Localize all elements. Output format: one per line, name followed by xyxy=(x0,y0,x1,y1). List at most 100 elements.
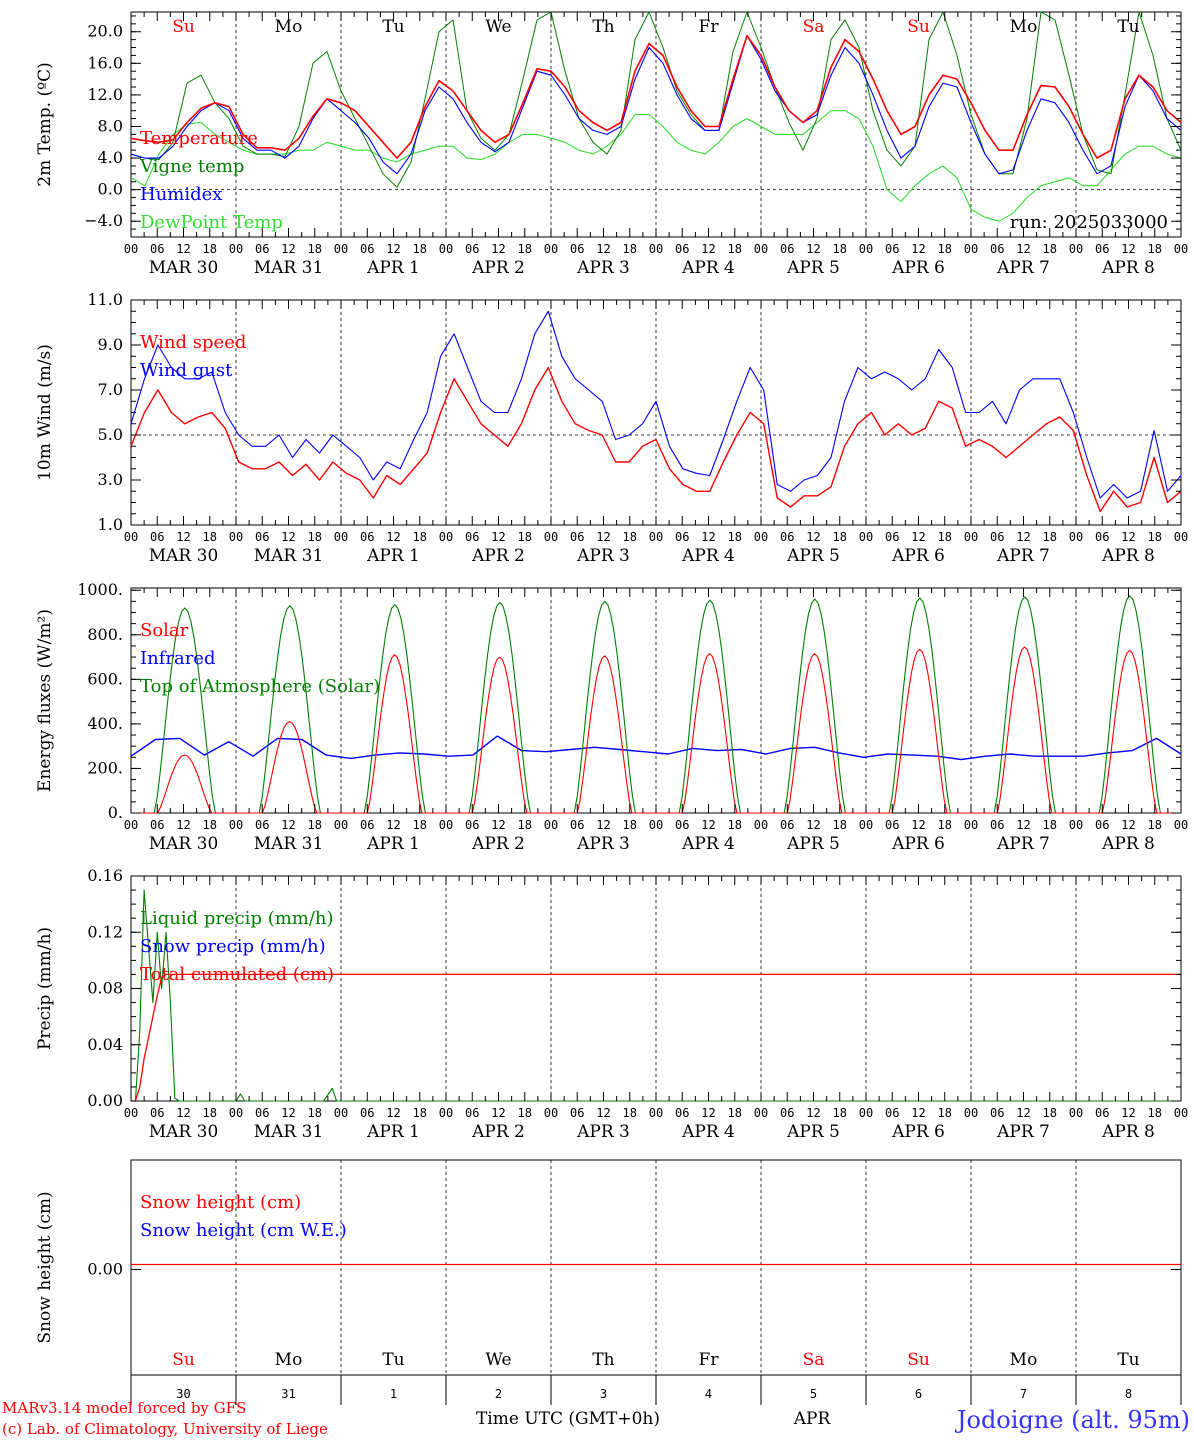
weekday-label: Mo xyxy=(275,17,303,37)
day-number: 8 xyxy=(1125,1387,1132,1401)
hour-label: 12 xyxy=(701,242,715,256)
hour-label: 00 xyxy=(754,1106,768,1120)
solar-line xyxy=(131,646,1181,814)
hour-label: 00 xyxy=(964,1106,978,1120)
day-number: 3 xyxy=(600,1387,607,1401)
date-label: APR 5 xyxy=(786,258,840,278)
date-label: APR 4 xyxy=(681,1122,735,1142)
hour-label: 12 xyxy=(281,1106,295,1120)
date-label: APR 4 xyxy=(681,834,735,854)
date-label: APR 6 xyxy=(891,258,945,278)
y-axis-label: 2m Temp. (ºC) xyxy=(35,62,55,187)
hour-label: 06 xyxy=(780,530,794,544)
hour-label: 18 xyxy=(518,530,532,544)
legend-entry: Wind gust xyxy=(140,360,233,381)
weekday-label: Su xyxy=(172,1350,195,1370)
hour-label: 00 xyxy=(1174,818,1188,832)
hour-label: 12 xyxy=(491,818,505,832)
hour-label: 06 xyxy=(360,818,374,832)
date-label: MAR 30 xyxy=(149,258,219,278)
hour-label: 00 xyxy=(1174,530,1188,544)
hour-label: 12 xyxy=(1016,530,1030,544)
hour-label: 18 xyxy=(1043,818,1057,832)
date-label: APR 1 xyxy=(366,834,420,854)
hour-label: 00 xyxy=(1174,242,1188,256)
y-tick-label: 4.0 xyxy=(98,148,123,167)
y-axis-label: Energy fluxes (W/m²) xyxy=(35,609,55,792)
date-label: APR 5 xyxy=(786,1122,840,1142)
date-label: APR 2 xyxy=(471,258,525,278)
date-label: APR 8 xyxy=(1101,1122,1155,1142)
hour-label: 12 xyxy=(911,1106,925,1120)
hour-label: 06 xyxy=(675,242,689,256)
hour-label: 06 xyxy=(1095,1106,1109,1120)
tick-marks xyxy=(130,12,1182,1405)
date-label: APR 6 xyxy=(891,834,945,854)
dewpoint-line xyxy=(130,110,1182,222)
hour-label: 12 xyxy=(386,242,400,256)
date-label: APR 5 xyxy=(786,834,840,854)
day-number: 5 xyxy=(810,1387,817,1401)
hour-label: 00 xyxy=(334,818,348,832)
hour-label: 06 xyxy=(885,242,899,256)
hour-label: 12 xyxy=(596,818,610,832)
hour-label: 06 xyxy=(990,1106,1004,1120)
hour-label: 06 xyxy=(360,530,374,544)
hour-label: 00 xyxy=(124,1106,138,1120)
hour-label: 18 xyxy=(518,818,532,832)
hour-label: 18 xyxy=(203,1106,217,1120)
y-tick-label: 11.0 xyxy=(87,290,123,309)
hour-label: 06 xyxy=(570,818,584,832)
y-tick-label: 7.0 xyxy=(98,380,123,399)
wind-gust-line xyxy=(130,310,1182,499)
hour-label: 12 xyxy=(176,242,190,256)
legend-entry: Wind speed xyxy=(140,332,246,353)
y-tick-label: 5.0 xyxy=(98,425,123,444)
hour-label: 18 xyxy=(833,1106,847,1120)
hour-label: 06 xyxy=(990,242,1004,256)
hour-label: 00 xyxy=(229,818,243,832)
date-label: MAR 30 xyxy=(149,1122,219,1142)
hour-label: 06 xyxy=(150,530,164,544)
hour-label: 06 xyxy=(780,1106,794,1120)
y-tick-label: 8.0 xyxy=(98,116,123,135)
legend-entry: Infrared xyxy=(140,648,215,669)
hour-label: 06 xyxy=(255,1106,269,1120)
date-label: MAR 31 xyxy=(254,258,324,278)
hour-label: 12 xyxy=(491,530,505,544)
hour-label: 06 xyxy=(360,1106,374,1120)
hour-label: 06 xyxy=(675,1106,689,1120)
hour-label: 12 xyxy=(281,242,295,256)
hour-label: 12 xyxy=(386,1106,400,1120)
date-label: APR 8 xyxy=(1101,546,1155,566)
date-label: APR 3 xyxy=(576,1122,630,1142)
legend-entry: Top of Atmosphere (Solar) xyxy=(140,676,380,697)
date-label: APR 7 xyxy=(996,1122,1050,1142)
hour-label: 00 xyxy=(124,818,138,832)
hour-label: 06 xyxy=(780,242,794,256)
date-label: APR 8 xyxy=(1101,258,1155,278)
date-label: APR 7 xyxy=(996,834,1050,854)
weekday-label: Mo xyxy=(275,1350,303,1370)
hour-label: 06 xyxy=(570,1106,584,1120)
y-tick-label: 0.0 xyxy=(98,180,123,199)
y-tick-label: 16.0 xyxy=(87,53,123,72)
hour-label: 12 xyxy=(281,818,295,832)
hour-label: 00 xyxy=(334,530,348,544)
footer-time-axis: Time UTC (GMT+0h) xyxy=(476,1409,660,1429)
weekday-label: Fr xyxy=(699,17,720,37)
hour-label: 00 xyxy=(964,242,978,256)
date-label: APR 6 xyxy=(891,1122,945,1142)
day-number: 1 xyxy=(390,1387,397,1401)
hour-label: 06 xyxy=(990,530,1004,544)
weekday-label: We xyxy=(485,1350,511,1370)
hour-label: 12 xyxy=(596,1106,610,1120)
hour-label: 06 xyxy=(255,818,269,832)
panel-frame xyxy=(130,587,1182,814)
hour-label: 18 xyxy=(518,242,532,256)
weekday-label: Mo xyxy=(1010,1350,1038,1370)
legend-entry: Snow height (cm) xyxy=(140,1192,301,1213)
hour-label: 00 xyxy=(439,818,453,832)
y-axis-label: Precip (mm/h) xyxy=(35,927,55,1050)
